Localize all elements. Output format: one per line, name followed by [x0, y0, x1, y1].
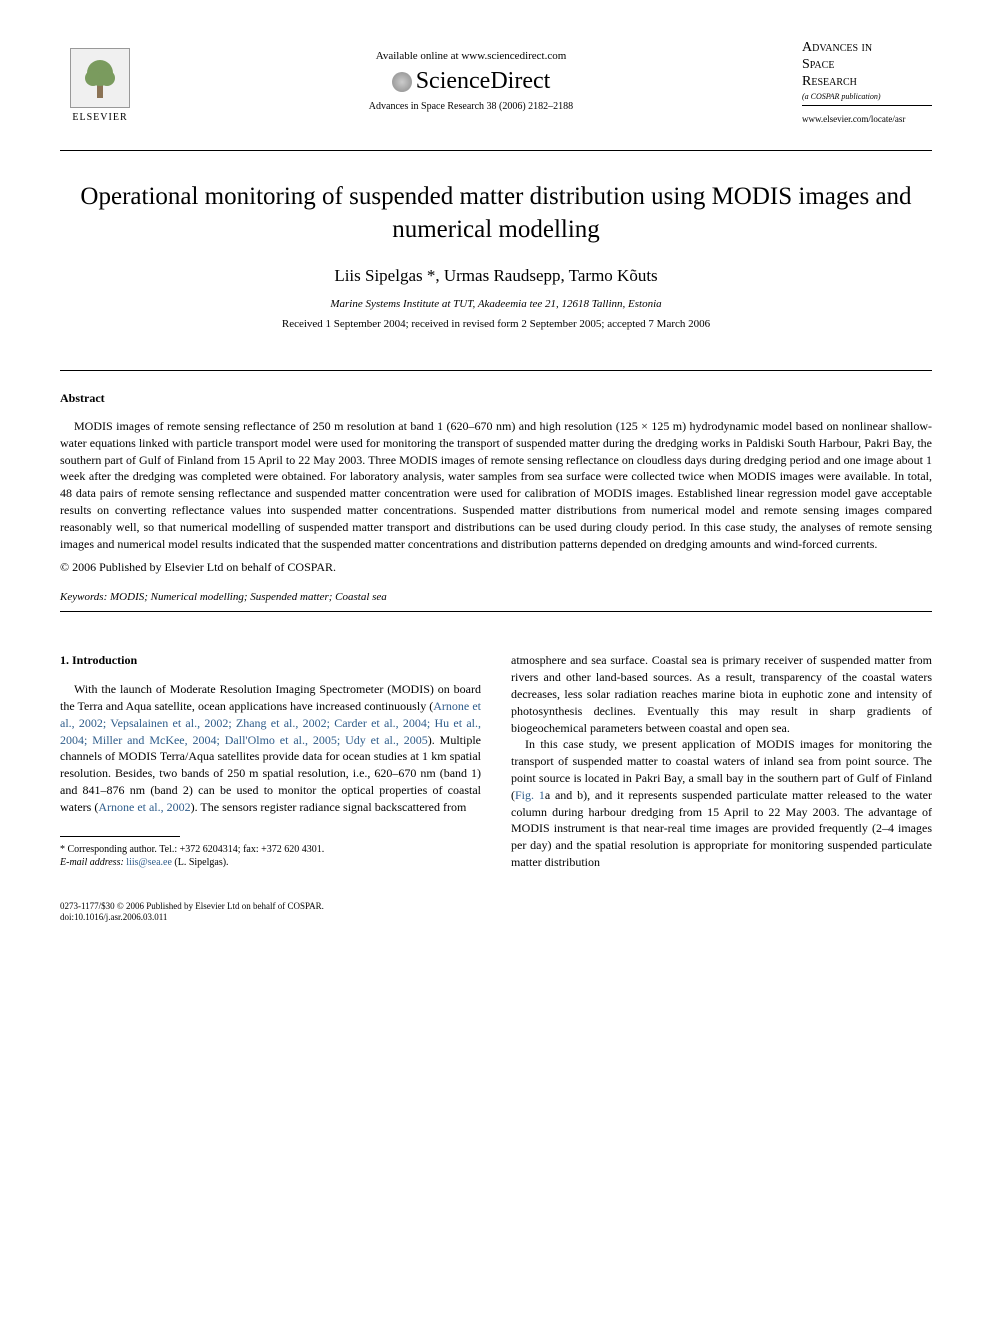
email-link[interactable]: liis@sea.ee [126, 857, 172, 868]
intro-paragraph-1-cont: atmosphere and sea surface. Coastal sea … [511, 652, 932, 736]
footnote-email-line: E-mail address: liis@sea.ee (L. Sipelgas… [60, 856, 481, 869]
abstract-bottom-divider [60, 611, 932, 612]
right-column: atmosphere and sea surface. Coastal sea … [511, 652, 932, 870]
authors: Liis Sipelgas *, Urmas Raudsepp, Tarmo K… [60, 266, 932, 286]
sciencedirect-icon [392, 72, 412, 92]
paper-title: Operational monitoring of suspended matt… [60, 181, 932, 246]
elsevier-tree-icon [70, 48, 130, 108]
keywords-label: Keywords: [60, 591, 107, 603]
page-footer-info: 0273-1177/$30 © 2006 Published by Elsevi… [60, 901, 932, 924]
figure-ref[interactable]: Fig. 1 [515, 788, 545, 802]
cospar-note: (a COSPAR publication) [802, 92, 932, 101]
introduction-heading: 1. Introduction [60, 652, 481, 669]
elsevier-logo: ELSEVIER [60, 40, 140, 130]
citation[interactable]: Arnone et al., 2002 [98, 800, 190, 814]
available-online-text: Available online at www.sciencedirect.co… [140, 50, 802, 62]
journal-title-box: Advances in Space Research (a COSPAR pub… [802, 40, 932, 124]
elsevier-label: ELSEVIER [72, 112, 127, 123]
submission-dates: Received 1 September 2004; received in r… [60, 318, 932, 330]
journal-url: www.elsevier.com/locate/asr [802, 114, 932, 124]
affiliation: Marine Systems Institute at TUT, Akadeem… [60, 298, 932, 310]
journal-title: Advances in Space Research [802, 40, 932, 90]
issn-copyright: 0273-1177/$30 © 2006 Published by Elsevi… [60, 901, 932, 913]
corresponding-author-footnote: * Corresponding author. Tel.: +372 62043… [60, 843, 481, 869]
copyright: © 2006 Published by Elsevier Ltd on beha… [60, 560, 932, 575]
left-column: 1. Introduction With the launch of Moder… [60, 652, 481, 870]
keywords: Keywords: MODIS; Numerical modelling; Su… [60, 591, 932, 603]
sciencedirect-brand: ScienceDirect [140, 68, 802, 95]
footnote-divider [60, 836, 180, 837]
sciencedirect-label: ScienceDirect [416, 68, 551, 95]
doi: doi:10.1016/j.asr.2006.03.011 [60, 912, 932, 924]
center-header: Available online at www.sciencedirect.co… [140, 40, 802, 112]
abstract-body: MODIS images of remote sensing reflectan… [60, 418, 932, 552]
intro-paragraph-1: With the launch of Moderate Resolution I… [60, 681, 481, 815]
journal-header: ELSEVIER Available online at www.science… [60, 40, 932, 130]
footnote-contact: * Corresponding author. Tel.: +372 62043… [60, 843, 481, 856]
intro-paragraph-2: In this case study, we present applicati… [511, 736, 932, 870]
abstract-heading: Abstract [60, 391, 932, 406]
journal-reference: Advances in Space Research 38 (2006) 218… [140, 101, 802, 112]
abstract-top-divider [60, 370, 932, 371]
body-columns: 1. Introduction With the launch of Moder… [60, 652, 932, 870]
header-divider [60, 150, 932, 151]
keywords-list: MODIS; Numerical modelling; Suspended ma… [107, 591, 387, 603]
